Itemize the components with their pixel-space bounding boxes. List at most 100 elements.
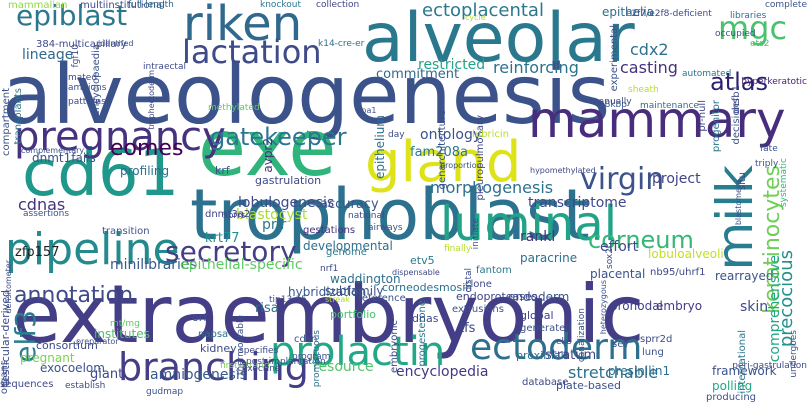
cloud-word: lobuloalveoli	[648, 247, 724, 261]
cloud-word: complementary	[21, 146, 85, 155]
cloud-word: first-strand	[220, 361, 270, 371]
cloud-word: polling	[712, 379, 753, 393]
cloud-word: reference	[358, 293, 406, 304]
cloud-word: lung	[642, 347, 664, 358]
cloud-word: fam208a	[410, 145, 468, 160]
cloud-word: endoderm	[508, 290, 570, 304]
cloud-word: subfamily	[325, 284, 384, 298]
cloud-word: patterns	[68, 97, 106, 107]
cloud-word: encyclopedia	[396, 364, 489, 380]
cloud-word: ectoderm	[470, 327, 643, 368]
cloud-word: etv5	[410, 254, 435, 267]
cloud-word: cpa1	[357, 106, 377, 115]
cloud-word: compartment	[1, 88, 12, 157]
cloud-word: initiate	[471, 218, 481, 250]
cloud-word: skin	[740, 299, 769, 315]
cloud-word: napsa	[198, 329, 229, 340]
cloud-word: pleuropulmonary	[475, 115, 486, 201]
cloud-word: orf	[192, 311, 208, 324]
cloud-word: ife	[90, 97, 100, 106]
cloud-word: gatekeeper	[210, 123, 347, 151]
cloud-word: hybridization	[288, 285, 367, 299]
cloud-word: krt77	[205, 231, 240, 246]
cloud-word: systematic	[779, 158, 789, 208]
cloud-word: minilibraries	[110, 257, 197, 273]
cloud-word: embryo	[656, 299, 703, 313]
cloud-word: generated	[520, 323, 572, 334]
cloud-word: prolactin	[270, 329, 446, 375]
cloud-word: densitometer	[4, 260, 13, 314]
cloud-word: genome	[326, 247, 367, 258]
cloud-word: pipeline	[5, 224, 180, 275]
cloud-word: e2f7/e2f8-deficient	[626, 9, 712, 19]
cloud-word: identifed	[98, 39, 134, 48]
cloud-word: secretory	[165, 235, 297, 268]
cloud-word: distal	[464, 268, 474, 293]
cloud-word: mammary	[528, 91, 786, 149]
cloud-word: gestations	[303, 225, 356, 236]
cloud-word: sprrs	[223, 211, 246, 221]
cloud-word: post-implantation	[246, 357, 326, 367]
cloud-word: epithelium	[373, 115, 387, 179]
cloud-word: risa	[255, 301, 279, 316]
cloud-word: lineage	[22, 47, 74, 63]
cloud-word: airways	[368, 223, 403, 233]
cloud-word: avpr2	[261, 138, 275, 173]
cloud-word: finally	[444, 244, 472, 254]
cloud-word: resource	[313, 359, 374, 375]
cloud-word: transplants	[13, 88, 24, 145]
cloud-word: epithelia	[602, 5, 655, 19]
cloud-word: kidney	[200, 342, 237, 355]
cloud-word: progesterone	[417, 300, 428, 367]
cloud-word: sox2	[605, 248, 615, 269]
cloud-word: effort	[600, 239, 639, 255]
cloud-word: reinforcing	[493, 58, 579, 77]
cloud-word: hyperkeratotic	[741, 77, 807, 87]
cloud-word: dnmt3a2	[205, 209, 251, 220]
cloud-word: proportion	[440, 161, 482, 170]
cloud-word: alveologenesis	[2, 48, 611, 143]
cloud-word: knockout	[260, 0, 302, 10]
cloud-word: morphogenesis	[430, 178, 554, 197]
cloud-word: placental	[590, 267, 646, 281]
cloud-word: manually	[590, 97, 632, 107]
cloud-word: extrusions	[452, 304, 504, 315]
cloud-word: ontology	[420, 127, 482, 143]
cloud-word: set	[612, 339, 628, 350]
cloud-word: epithelial-specific	[180, 257, 303, 273]
cloud-word: luminal	[440, 196, 618, 252]
cloud-word: occupied	[715, 29, 756, 39]
cloud-word: exocoelom	[40, 361, 105, 375]
cloud-word: blastocyst	[236, 207, 308, 223]
cloud-word: gudmap	[146, 387, 184, 397]
cloud-word: amnions	[68, 83, 107, 93]
cloud-word: triply	[755, 159, 779, 169]
cloud-word: tip13-15	[269, 295, 307, 305]
cloud-word: stretchable	[568, 363, 659, 382]
cloud-word: mt/mg	[110, 319, 140, 329]
cloud-word: dnmt1fails	[32, 151, 96, 165]
cloud-word: paracrine	[520, 251, 578, 265]
cloud-word: trophoblast	[190, 174, 590, 256]
cloud-word: undergoes	[789, 330, 799, 378]
cloud-word: transcriptome	[528, 195, 627, 211]
cloud-word: fantom	[476, 265, 512, 276]
cloud-word: canalization	[577, 308, 587, 363]
cloud-word: virgin	[580, 162, 665, 197]
cloud-word: preparator	[76, 337, 119, 346]
cloud-word: transition	[102, 226, 150, 237]
cloud-word: rearrayed	[715, 269, 774, 283]
cloud-word: institutes	[94, 327, 150, 341]
cloud-word: developmental	[303, 239, 393, 253]
cloud-word: proximal	[516, 349, 564, 362]
cloud-word: pregnant	[20, 351, 75, 365]
cloud-word: cdsn	[294, 334, 318, 345]
cloud-word: project	[652, 171, 701, 187]
cloud-word: k14-cre-er	[318, 39, 365, 49]
cloud-word: zfp157	[15, 245, 60, 260]
cloud-word: prlr	[262, 217, 287, 233]
cloud-word: restricted	[418, 57, 486, 73]
cloud-word: rankl	[520, 229, 556, 245]
cloud-word: sprr2d	[640, 334, 673, 345]
